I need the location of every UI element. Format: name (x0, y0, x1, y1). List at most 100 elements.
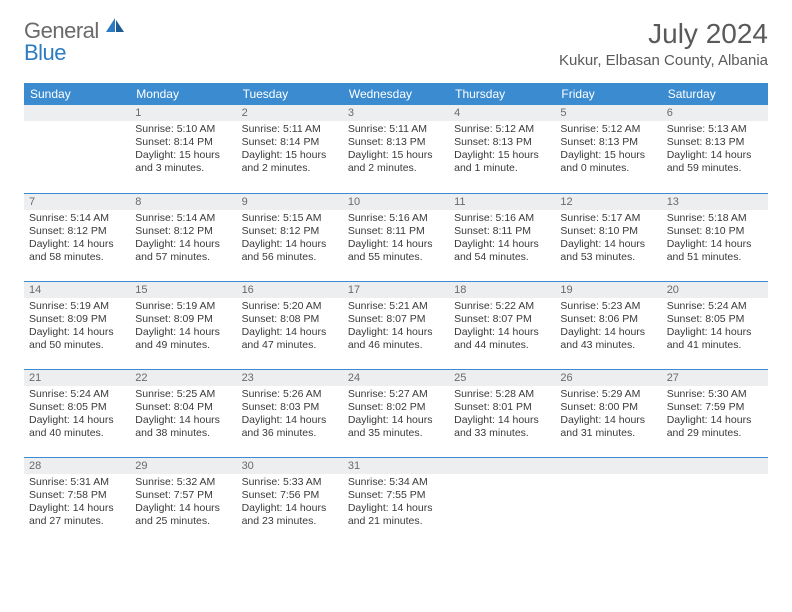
day-number: 1 (130, 105, 236, 121)
day-details: Sunrise: 5:18 AMSunset: 8:10 PMDaylight:… (662, 210, 768, 269)
day-details: Sunrise: 5:34 AMSunset: 7:55 PMDaylight:… (343, 474, 449, 533)
calendar-table: SundayMondayTuesdayWednesdayThursdayFrid… (24, 83, 768, 545)
location: Kukur, Elbasan County, Albania (559, 52, 768, 69)
calendar-day-cell: 25Sunrise: 5:28 AMSunset: 8:01 PMDayligh… (449, 369, 555, 457)
day-details: Sunrise: 5:21 AMSunset: 8:07 PMDaylight:… (343, 298, 449, 357)
day-number: 18 (449, 282, 555, 298)
day-details: Sunrise: 5:31 AMSunset: 7:58 PMDaylight:… (24, 474, 130, 533)
calendar-day-cell: 3Sunrise: 5:11 AMSunset: 8:13 PMDaylight… (343, 105, 449, 193)
calendar-day-cell: 5Sunrise: 5:12 AMSunset: 8:13 PMDaylight… (555, 105, 661, 193)
calendar-day-cell: 1Sunrise: 5:10 AMSunset: 8:14 PMDaylight… (130, 105, 236, 193)
day-number: 2 (237, 105, 343, 121)
weekday-header-row: SundayMondayTuesdayWednesdayThursdayFrid… (24, 83, 768, 105)
calendar-day-cell: 28Sunrise: 5:31 AMSunset: 7:58 PMDayligh… (24, 457, 130, 545)
weekday-header: Wednesday (343, 83, 449, 105)
calendar-day-cell: 26Sunrise: 5:29 AMSunset: 8:00 PMDayligh… (555, 369, 661, 457)
day-details: Sunrise: 5:12 AMSunset: 8:13 PMDaylight:… (555, 121, 661, 180)
title-block: July 2024 Kukur, Elbasan County, Albania (559, 18, 768, 69)
day-number: 17 (343, 282, 449, 298)
day-details: Sunrise: 5:22 AMSunset: 8:07 PMDaylight:… (449, 298, 555, 357)
day-number: 31 (343, 458, 449, 474)
day-number: 13 (662, 194, 768, 210)
day-details: Sunrise: 5:12 AMSunset: 8:13 PMDaylight:… (449, 121, 555, 180)
day-number: 27 (662, 370, 768, 386)
calendar-day-cell: 31Sunrise: 5:34 AMSunset: 7:55 PMDayligh… (343, 457, 449, 545)
day-number: 9 (237, 194, 343, 210)
day-number: 8 (130, 194, 236, 210)
calendar-day-cell (555, 457, 661, 545)
calendar-day-cell: 22Sunrise: 5:25 AMSunset: 8:04 PMDayligh… (130, 369, 236, 457)
day-details: Sunrise: 5:24 AMSunset: 8:05 PMDaylight:… (24, 386, 130, 445)
day-number: 12 (555, 194, 661, 210)
calendar-day-cell: 13Sunrise: 5:18 AMSunset: 8:10 PMDayligh… (662, 193, 768, 281)
day-number-empty (449, 458, 555, 474)
calendar-day-cell: 16Sunrise: 5:20 AMSunset: 8:08 PMDayligh… (237, 281, 343, 369)
day-details: Sunrise: 5:32 AMSunset: 7:57 PMDaylight:… (130, 474, 236, 533)
calendar-day-cell: 14Sunrise: 5:19 AMSunset: 8:09 PMDayligh… (24, 281, 130, 369)
day-details: Sunrise: 5:13 AMSunset: 8:13 PMDaylight:… (662, 121, 768, 180)
day-number-empty (24, 105, 130, 121)
day-details: Sunrise: 5:11 AMSunset: 8:14 PMDaylight:… (237, 121, 343, 180)
calendar-day-cell: 20Sunrise: 5:24 AMSunset: 8:05 PMDayligh… (662, 281, 768, 369)
day-details: Sunrise: 5:25 AMSunset: 8:04 PMDaylight:… (130, 386, 236, 445)
header: General July 2024 Kukur, Elbasan County,… (0, 0, 792, 75)
day-details: Sunrise: 5:19 AMSunset: 8:09 PMDaylight:… (24, 298, 130, 357)
day-number-empty (555, 458, 661, 474)
day-details: Sunrise: 5:26 AMSunset: 8:03 PMDaylight:… (237, 386, 343, 445)
day-number: 14 (24, 282, 130, 298)
day-number: 22 (130, 370, 236, 386)
weekday-header: Saturday (662, 83, 768, 105)
day-number: 28 (24, 458, 130, 474)
day-details: Sunrise: 5:27 AMSunset: 8:02 PMDaylight:… (343, 386, 449, 445)
calendar-day-cell: 10Sunrise: 5:16 AMSunset: 8:11 PMDayligh… (343, 193, 449, 281)
calendar-day-cell: 23Sunrise: 5:26 AMSunset: 8:03 PMDayligh… (237, 369, 343, 457)
day-details: Sunrise: 5:16 AMSunset: 8:11 PMDaylight:… (343, 210, 449, 269)
calendar-week-row: 21Sunrise: 5:24 AMSunset: 8:05 PMDayligh… (24, 369, 768, 457)
calendar-day-cell: 2Sunrise: 5:11 AMSunset: 8:14 PMDaylight… (237, 105, 343, 193)
day-number: 15 (130, 282, 236, 298)
calendar-day-cell: 19Sunrise: 5:23 AMSunset: 8:06 PMDayligh… (555, 281, 661, 369)
calendar-day-cell (24, 105, 130, 193)
day-details: Sunrise: 5:17 AMSunset: 8:10 PMDaylight:… (555, 210, 661, 269)
weekday-header: Sunday (24, 83, 130, 105)
day-number: 25 (449, 370, 555, 386)
calendar-day-cell: 7Sunrise: 5:14 AMSunset: 8:12 PMDaylight… (24, 193, 130, 281)
day-number: 19 (555, 282, 661, 298)
day-number: 26 (555, 370, 661, 386)
day-details: Sunrise: 5:19 AMSunset: 8:09 PMDaylight:… (130, 298, 236, 357)
weekday-header: Friday (555, 83, 661, 105)
calendar-day-cell: 11Sunrise: 5:16 AMSunset: 8:11 PMDayligh… (449, 193, 555, 281)
calendar-day-cell: 15Sunrise: 5:19 AMSunset: 8:09 PMDayligh… (130, 281, 236, 369)
calendar-day-cell: 9Sunrise: 5:15 AMSunset: 8:12 PMDaylight… (237, 193, 343, 281)
logo-sail-icon (105, 17, 125, 40)
day-number: 23 (237, 370, 343, 386)
calendar-week-row: 14Sunrise: 5:19 AMSunset: 8:09 PMDayligh… (24, 281, 768, 369)
day-number: 21 (24, 370, 130, 386)
day-number: 20 (662, 282, 768, 298)
day-details: Sunrise: 5:15 AMSunset: 8:12 PMDaylight:… (237, 210, 343, 269)
day-number: 6 (662, 105, 768, 121)
calendar-week-row: 28Sunrise: 5:31 AMSunset: 7:58 PMDayligh… (24, 457, 768, 545)
day-number: 4 (449, 105, 555, 121)
weekday-header: Tuesday (237, 83, 343, 105)
calendar-day-cell: 30Sunrise: 5:33 AMSunset: 7:56 PMDayligh… (237, 457, 343, 545)
day-number-empty (662, 458, 768, 474)
day-details: Sunrise: 5:16 AMSunset: 8:11 PMDaylight:… (449, 210, 555, 269)
day-number: 3 (343, 105, 449, 121)
day-number: 16 (237, 282, 343, 298)
calendar-day-cell: 6Sunrise: 5:13 AMSunset: 8:13 PMDaylight… (662, 105, 768, 193)
day-details: Sunrise: 5:23 AMSunset: 8:06 PMDaylight:… (555, 298, 661, 357)
day-details: Sunrise: 5:24 AMSunset: 8:05 PMDaylight:… (662, 298, 768, 357)
calendar-week-row: 7Sunrise: 5:14 AMSunset: 8:12 PMDaylight… (24, 193, 768, 281)
day-number: 7 (24, 194, 130, 210)
calendar-day-cell (449, 457, 555, 545)
day-details: Sunrise: 5:11 AMSunset: 8:13 PMDaylight:… (343, 121, 449, 180)
day-number: 24 (343, 370, 449, 386)
day-details: Sunrise: 5:10 AMSunset: 8:14 PMDaylight:… (130, 121, 236, 180)
calendar-day-cell: 27Sunrise: 5:30 AMSunset: 7:59 PMDayligh… (662, 369, 768, 457)
day-details: Sunrise: 5:28 AMSunset: 8:01 PMDaylight:… (449, 386, 555, 445)
weekday-header: Thursday (449, 83, 555, 105)
calendar-day-cell: 4Sunrise: 5:12 AMSunset: 8:13 PMDaylight… (449, 105, 555, 193)
day-number: 29 (130, 458, 236, 474)
logo-text-blue: Blue (24, 40, 66, 65)
